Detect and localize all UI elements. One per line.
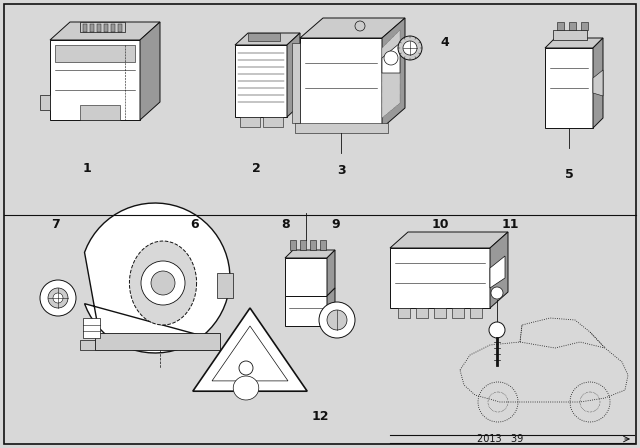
Polygon shape bbox=[416, 308, 428, 318]
Polygon shape bbox=[263, 117, 283, 127]
Polygon shape bbox=[285, 250, 335, 258]
Polygon shape bbox=[248, 33, 280, 41]
Polygon shape bbox=[140, 22, 160, 120]
Polygon shape bbox=[557, 22, 564, 30]
Polygon shape bbox=[80, 22, 125, 32]
Polygon shape bbox=[84, 203, 230, 353]
Polygon shape bbox=[285, 296, 327, 326]
Polygon shape bbox=[193, 308, 307, 391]
Circle shape bbox=[48, 288, 68, 308]
Circle shape bbox=[239, 361, 253, 375]
Circle shape bbox=[355, 21, 365, 31]
Polygon shape bbox=[233, 376, 259, 400]
Polygon shape bbox=[327, 250, 335, 296]
Text: 10: 10 bbox=[431, 217, 449, 231]
Text: 5: 5 bbox=[564, 168, 573, 181]
Text: 1: 1 bbox=[83, 161, 92, 175]
Text: 6: 6 bbox=[191, 217, 199, 231]
Polygon shape bbox=[240, 117, 260, 127]
Polygon shape bbox=[80, 105, 120, 120]
Polygon shape bbox=[235, 33, 300, 45]
Polygon shape bbox=[300, 38, 382, 128]
Circle shape bbox=[384, 51, 398, 65]
Polygon shape bbox=[452, 308, 464, 318]
Circle shape bbox=[570, 382, 610, 422]
Polygon shape bbox=[300, 18, 405, 38]
Polygon shape bbox=[90, 24, 94, 32]
Circle shape bbox=[488, 392, 508, 412]
Text: 2: 2 bbox=[252, 161, 260, 175]
Polygon shape bbox=[581, 22, 588, 30]
Circle shape bbox=[489, 322, 505, 338]
Circle shape bbox=[40, 280, 76, 316]
Polygon shape bbox=[83, 318, 100, 338]
Text: 2013   39: 2013 39 bbox=[477, 434, 523, 444]
Polygon shape bbox=[545, 38, 603, 48]
Polygon shape bbox=[545, 48, 593, 128]
Polygon shape bbox=[593, 70, 603, 96]
Text: 8: 8 bbox=[282, 217, 291, 231]
Circle shape bbox=[327, 310, 347, 330]
Polygon shape bbox=[593, 38, 603, 128]
Polygon shape bbox=[50, 22, 160, 40]
Polygon shape bbox=[320, 240, 326, 250]
Circle shape bbox=[403, 41, 417, 55]
Circle shape bbox=[398, 36, 422, 60]
Polygon shape bbox=[390, 232, 508, 248]
Polygon shape bbox=[398, 308, 410, 318]
Polygon shape bbox=[129, 241, 196, 325]
Polygon shape bbox=[382, 30, 400, 118]
Polygon shape bbox=[287, 33, 300, 117]
Polygon shape bbox=[118, 24, 122, 32]
Polygon shape bbox=[212, 326, 288, 381]
Polygon shape bbox=[97, 24, 101, 32]
Polygon shape bbox=[55, 45, 135, 62]
Polygon shape bbox=[470, 308, 482, 318]
Circle shape bbox=[491, 287, 503, 299]
Polygon shape bbox=[553, 30, 587, 40]
Polygon shape bbox=[382, 43, 400, 73]
Circle shape bbox=[53, 293, 63, 303]
Polygon shape bbox=[290, 240, 296, 250]
Text: 4: 4 bbox=[440, 35, 449, 48]
Polygon shape bbox=[490, 256, 505, 288]
Text: 9: 9 bbox=[332, 217, 340, 231]
Polygon shape bbox=[80, 340, 95, 350]
Polygon shape bbox=[569, 22, 576, 30]
Polygon shape bbox=[490, 232, 508, 308]
Polygon shape bbox=[111, 24, 115, 32]
Text: 11: 11 bbox=[501, 217, 519, 231]
Polygon shape bbox=[382, 18, 405, 128]
Polygon shape bbox=[83, 24, 87, 32]
Circle shape bbox=[580, 392, 600, 412]
Circle shape bbox=[319, 302, 355, 338]
Text: 3: 3 bbox=[337, 164, 346, 177]
Polygon shape bbox=[104, 24, 108, 32]
Polygon shape bbox=[295, 123, 388, 133]
Polygon shape bbox=[390, 248, 490, 308]
Polygon shape bbox=[285, 258, 327, 296]
Polygon shape bbox=[327, 288, 335, 326]
Polygon shape bbox=[300, 240, 306, 250]
Polygon shape bbox=[40, 95, 50, 110]
Circle shape bbox=[141, 261, 185, 305]
Text: 7: 7 bbox=[51, 217, 60, 231]
Polygon shape bbox=[217, 273, 233, 298]
Polygon shape bbox=[95, 333, 220, 350]
Circle shape bbox=[151, 271, 175, 295]
Circle shape bbox=[478, 382, 518, 422]
Polygon shape bbox=[434, 308, 446, 318]
Polygon shape bbox=[310, 240, 316, 250]
Text: 12: 12 bbox=[311, 409, 329, 422]
Polygon shape bbox=[50, 40, 140, 120]
Polygon shape bbox=[292, 43, 300, 123]
Polygon shape bbox=[235, 45, 287, 117]
